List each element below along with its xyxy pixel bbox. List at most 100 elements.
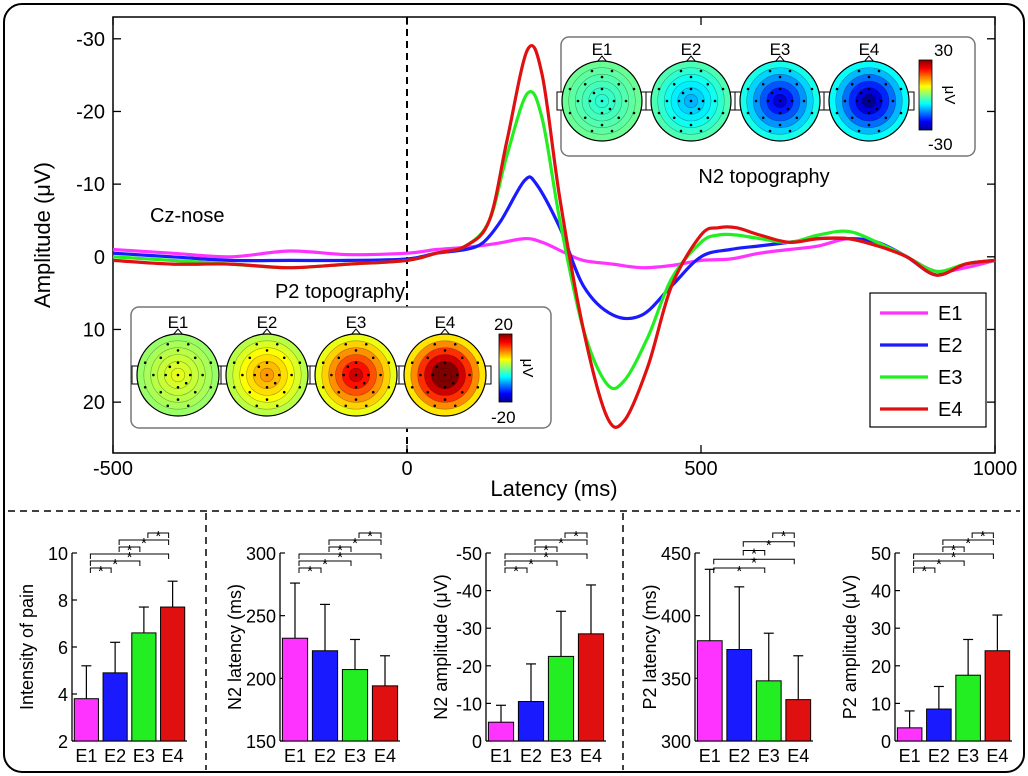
electrode-dot (850, 82, 854, 86)
legend-label-e3: E3 (938, 367, 962, 389)
electrode-dot (232, 386, 236, 389)
nose (596, 55, 608, 63)
bar-e1 (281, 637, 309, 742)
bar-y-axis-label: N2 amplitude (μV) (431, 574, 451, 719)
bar-e1 (73, 698, 99, 742)
electrode-dot (778, 99, 782, 103)
head-outline (314, 333, 398, 417)
p2-topomap-label: E4 (435, 313, 456, 332)
bar-y-tick-label: 300 (246, 544, 276, 564)
erp-x-axis-label: Latency (ms) (490, 476, 617, 501)
bar-e2 (517, 701, 545, 742)
bar-e4 (577, 633, 605, 742)
electrode-dot (592, 91, 596, 95)
significance-bracket (504, 560, 558, 566)
electrode-dot (410, 361, 414, 365)
electrode-dot (209, 361, 213, 365)
bar-e4 (984, 650, 1011, 742)
electrode-dot (689, 111, 693, 115)
electrode-dot (899, 87, 903, 91)
electrode-dot (699, 129, 703, 133)
n2-topomap-label: E4 (859, 40, 880, 59)
bar-e3 (547, 655, 575, 742)
electrode-dot (460, 390, 464, 394)
p2-colorbar (498, 333, 513, 403)
electrode-dot (176, 373, 180, 377)
significance-star: * (307, 563, 313, 580)
electrode-dot (810, 87, 814, 91)
electrode-dot (810, 111, 814, 115)
electrode-dot (857, 129, 861, 133)
electrode-dot (795, 82, 799, 86)
bar-y-tick-label: 250 (246, 607, 276, 627)
electrode-dot (681, 91, 685, 95)
electrode-dot (768, 129, 772, 133)
electrode-dot (706, 116, 710, 120)
electrode-dot (867, 99, 871, 103)
electrode-dot (778, 123, 782, 127)
bar-y-axis-label: P2 latency (ms) (640, 584, 660, 709)
electrode-dot (768, 69, 772, 73)
electrode-dot (143, 386, 147, 389)
significance-bracket (298, 553, 382, 559)
p2-colorbar-min: -20 (491, 408, 516, 427)
bar-panel-3: 0 -10 -20 -30 -40 -50 E1 E2 E3 E4 N2 amplitude (μV… (431, 528, 606, 766)
electrode-dot (590, 69, 594, 73)
bar-y-tick-label: 10 (48, 544, 68, 564)
significance-bracket (147, 532, 170, 538)
electrode-dot (877, 69, 881, 73)
electrode-dot (176, 398, 180, 401)
bar-e4 (371, 685, 399, 742)
electrode-dot (433, 342, 437, 346)
bar-y-tick-label: 8 (58, 591, 68, 611)
significance-bracket (742, 541, 795, 547)
electrode-dot (855, 99, 859, 103)
bar-category-label: E4 (374, 746, 396, 766)
bar-y-tick-label: -30 (456, 619, 482, 639)
electrode-dot (354, 373, 358, 377)
electrode-dot (232, 361, 236, 365)
electrode-dot (857, 69, 861, 73)
electrode-dot (875, 107, 879, 111)
y-tick-label: 0 (94, 247, 105, 269)
electrode-dot (265, 398, 269, 401)
p2-topomap-label: E1 (168, 313, 189, 332)
legend: E1 E2 E3 E4 (869, 292, 987, 428)
significance-star: * (965, 535, 971, 552)
electrode-dot (354, 398, 358, 401)
electrode-dot (159, 390, 163, 394)
nose (261, 328, 273, 336)
electrode-dot (371, 356, 375, 360)
electrode-dot (337, 356, 341, 360)
electrode-dot (282, 390, 286, 394)
electrode-dot (835, 87, 839, 91)
electrode-dot (746, 111, 750, 115)
significance-star: * (558, 535, 564, 552)
n2-topomap-label: E2 (681, 40, 702, 59)
electrode-dot (443, 349, 447, 352)
bar-y-tick-label: 10 (871, 694, 891, 714)
electrode-dot (371, 390, 375, 394)
bar-y-tick-label: 4 (58, 685, 68, 705)
electrode-dot (344, 342, 348, 346)
significance-bracket (913, 553, 994, 559)
bar-category-label: E2 (104, 746, 126, 766)
significance-star: * (543, 549, 549, 566)
figure-frame (3, 3, 1025, 773)
nose (172, 328, 184, 336)
electrode-dot (770, 91, 774, 95)
electrode-dot (746, 87, 750, 91)
electrode-dot (354, 386, 358, 389)
significance-bracket (713, 558, 795, 565)
electrode-dot (362, 381, 366, 385)
bar-category-label: E4 (986, 746, 1008, 766)
electrode-dot (298, 386, 302, 389)
bar-y-tick-label: 350 (661, 669, 691, 689)
bar-category-label: E3 (344, 746, 366, 766)
significance-bracket (534, 539, 588, 545)
legend-label-e4: E4 (938, 399, 962, 421)
electrode-dot (166, 342, 170, 346)
electrode-dot (697, 107, 701, 111)
electrode-dot (600, 87, 604, 91)
